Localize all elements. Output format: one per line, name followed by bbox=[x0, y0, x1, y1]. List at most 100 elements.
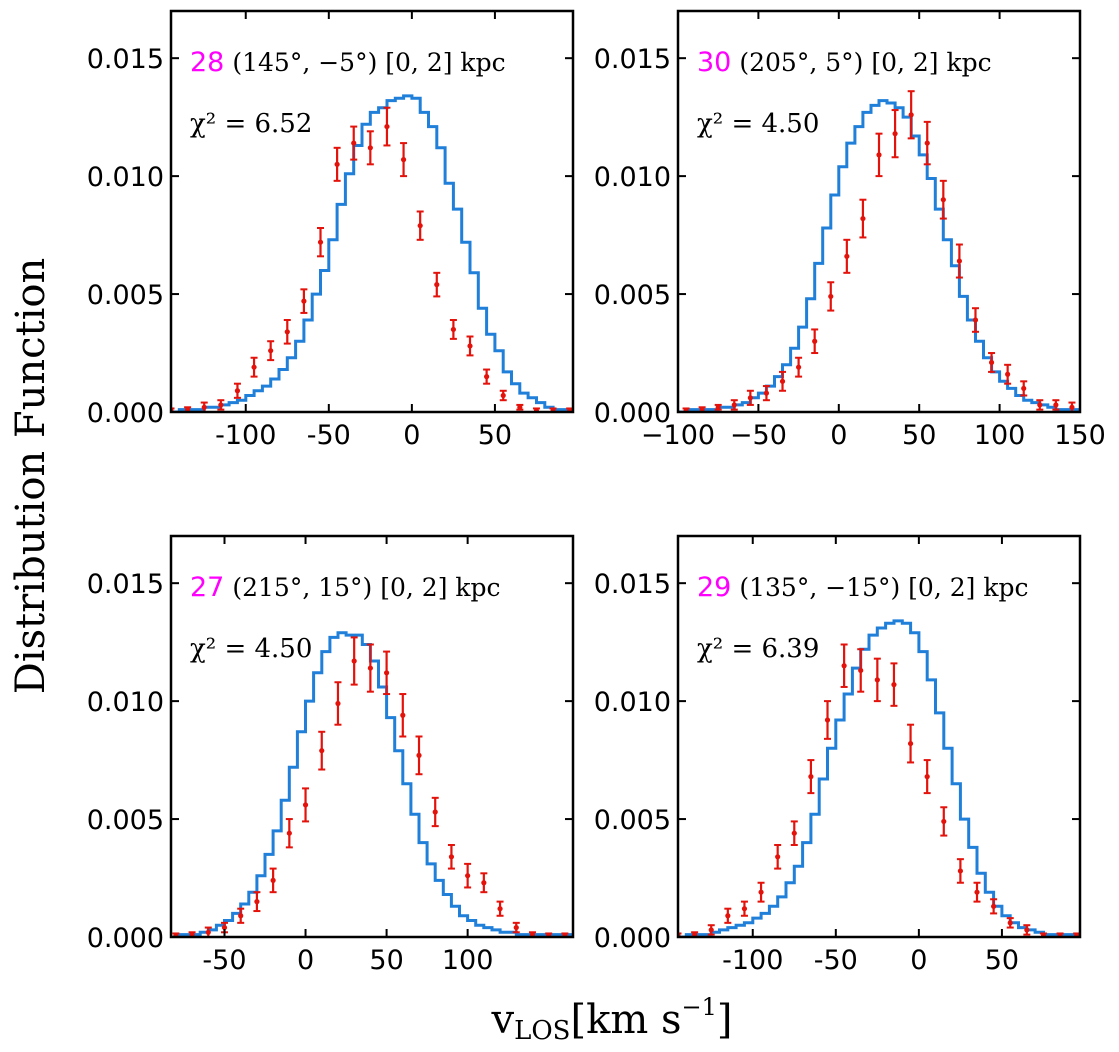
x-tick-label: 50 bbox=[369, 945, 403, 976]
data-point bbox=[791, 830, 797, 836]
data-point bbox=[991, 903, 997, 909]
field-number: 28 bbox=[190, 47, 224, 78]
data-point bbox=[351, 658, 357, 664]
data-point bbox=[367, 145, 373, 151]
data-point bbox=[874, 677, 880, 683]
data-point bbox=[708, 927, 714, 933]
data-point bbox=[254, 899, 260, 905]
data-point bbox=[860, 215, 866, 222]
data-point bbox=[908, 112, 914, 118]
data-point bbox=[924, 140, 930, 146]
data-point bbox=[335, 700, 341, 707]
data-point bbox=[844, 253, 850, 259]
data-point bbox=[497, 906, 503, 912]
data-point bbox=[808, 774, 814, 780]
y-tick-label: 0.015 bbox=[594, 569, 671, 600]
data-point bbox=[858, 667, 864, 674]
data-point bbox=[974, 889, 980, 895]
data-point bbox=[892, 131, 898, 137]
data-point bbox=[234, 388, 241, 394]
data-point bbox=[201, 404, 207, 410]
data-point bbox=[448, 854, 455, 860]
data-point bbox=[828, 293, 834, 300]
y-tick-label: 0.015 bbox=[87, 569, 164, 600]
data-point bbox=[741, 906, 748, 912]
plot-area bbox=[678, 619, 1080, 937]
panel-30: −100 −50 0 50 100 150 0.000 0.005 0.010 0.015 30 (2… bbox=[594, 9, 1106, 451]
x-tick-label: −50 bbox=[730, 420, 787, 451]
x-tick-label: −100 bbox=[641, 420, 715, 451]
x-tick-label: -50 bbox=[814, 945, 858, 976]
data-point bbox=[957, 868, 963, 874]
field-annotation: 29 (135°, −15°) [0, 2] kpc bbox=[697, 572, 1029, 603]
field-coordinates: (205°, 5°) [0, 2] kpc bbox=[739, 48, 991, 77]
plot-area bbox=[171, 631, 573, 937]
data-point bbox=[891, 682, 897, 688]
x-axis-label: vLOS[km s−1] bbox=[490, 993, 732, 1046]
data-point bbox=[384, 123, 390, 130]
data-point bbox=[1024, 927, 1030, 933]
data-point bbox=[268, 348, 274, 354]
data-point bbox=[1021, 385, 1027, 392]
panel-27: -50 0 50 100 0.000 0.005 0.010 0.015 27 (215°, 15… bbox=[87, 534, 575, 976]
model-histogram-line bbox=[678, 99, 1080, 412]
data-point bbox=[450, 326, 456, 333]
data-point bbox=[351, 140, 357, 146]
data-point bbox=[383, 670, 390, 676]
data-point bbox=[500, 392, 506, 399]
field-coordinates: (145°, −5°) [0, 2] kpc bbox=[232, 48, 505, 77]
field-number: 30 bbox=[697, 47, 731, 78]
y-tick-label: 0.010 bbox=[87, 162, 164, 193]
x-tick-label: -50 bbox=[307, 420, 351, 451]
field-annotation: 30 (205°, 5°) [0, 2] kpc bbox=[697, 47, 992, 78]
data-point bbox=[747, 395, 753, 401]
data-point bbox=[1037, 402, 1043, 408]
data-point bbox=[1007, 920, 1013, 926]
data-point bbox=[988, 359, 995, 366]
data-point bbox=[251, 364, 257, 370]
data-point bbox=[1069, 404, 1075, 410]
panel-frame bbox=[676, 9, 1082, 414]
data-point bbox=[400, 157, 407, 163]
y-tick-label: 0.010 bbox=[594, 687, 671, 718]
data-point bbox=[467, 343, 473, 349]
y-tick-label: 0.000 bbox=[87, 923, 164, 954]
panels-group: -100 -50 0 50 0.000 0.005 0.010 0.015 28 (145°, −… bbox=[87, 9, 1106, 976]
data-point bbox=[205, 929, 211, 935]
y-tick-label: 0.000 bbox=[87, 398, 164, 429]
panel-28: -100 -50 0 50 0.000 0.005 0.010 0.015 28 (145°, −… bbox=[87, 9, 575, 451]
y-tick-label: 0.005 bbox=[594, 805, 671, 836]
chi2-annotation: χ² = 6.39 bbox=[697, 634, 819, 664]
plot-area bbox=[171, 94, 573, 412]
chi2-annotation: χ² = 4.50 bbox=[190, 634, 312, 664]
data-point bbox=[940, 197, 946, 203]
y-tick-label: 0.005 bbox=[594, 280, 671, 311]
x-tick-label: 150 bbox=[1054, 420, 1106, 451]
model-histogram-line bbox=[171, 94, 573, 412]
data-point bbox=[812, 338, 818, 344]
x-tick-label: 50 bbox=[902, 420, 936, 451]
data-point bbox=[238, 913, 244, 919]
data-point bbox=[286, 830, 292, 836]
data-point bbox=[334, 161, 340, 167]
data-point bbox=[725, 913, 731, 919]
data-point bbox=[1053, 402, 1059, 408]
data-point bbox=[481, 880, 487, 886]
data-point bbox=[484, 374, 490, 380]
data-point bbox=[941, 818, 947, 825]
chi2-annotation: χ² = 4.50 bbox=[697, 109, 819, 139]
data-point bbox=[218, 402, 224, 408]
data-point bbox=[907, 740, 914, 747]
chi2-annotation: χ² = 6.52 bbox=[190, 109, 312, 139]
y-tick-label: 0.010 bbox=[594, 162, 671, 193]
y-tick-label: 0.005 bbox=[87, 805, 164, 836]
data-point bbox=[513, 924, 519, 931]
y-tick-label: 0.015 bbox=[87, 44, 164, 75]
y-tick-label: 0.000 bbox=[594, 398, 671, 429]
x-tick-label: 100 bbox=[442, 945, 494, 976]
y-tick-label: 0.010 bbox=[87, 687, 164, 718]
field-number: 27 bbox=[190, 572, 224, 603]
data-point bbox=[841, 663, 847, 669]
x-tick-label: -50 bbox=[202, 945, 246, 976]
